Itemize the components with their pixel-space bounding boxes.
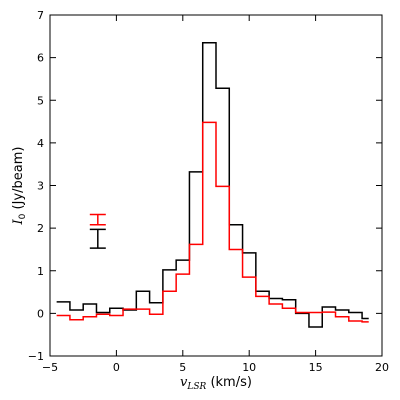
ticks-layer: −5 0 5 10 15 20 −1 0 1 2 3 4 5 6 7	[28, 9, 389, 374]
series-layer	[56, 41, 369, 328]
y-tick-label: 7	[37, 9, 44, 22]
y-tick-label: 5	[37, 94, 44, 107]
x-tick-label: 20	[375, 361, 389, 374]
error-bar-0	[89, 213, 106, 226]
y-tick-label: 1	[37, 265, 44, 278]
y-tick-label: −1	[28, 350, 44, 363]
series-line-1	[56, 121, 369, 323]
y-axis-subscript: 0	[18, 213, 28, 219]
y-tick-label: 2	[37, 222, 44, 235]
errorbar-layer	[89, 213, 106, 249]
y-tick-label: 4	[37, 137, 44, 150]
x-axis-unit: (km/s)	[206, 375, 252, 390]
x-tick-label: 15	[309, 361, 323, 374]
x-tick-label: 5	[179, 361, 186, 374]
y-axis-label: I0 (Jy/beam)	[11, 147, 28, 226]
y-axis-symbol: I	[11, 218, 26, 225]
y-tick-label: 6	[37, 52, 44, 65]
error-bar-1	[89, 228, 106, 249]
y-tick-label: 0	[37, 307, 44, 320]
y-axis-unit: (Jy/beam)	[11, 147, 26, 214]
x-tick-label: −5	[42, 361, 58, 374]
series-line-0	[56, 41, 369, 328]
x-axis-subscript: LSR	[186, 382, 206, 392]
x-tick-label: 0	[113, 361, 120, 374]
x-tick-label: 10	[242, 361, 256, 374]
x-axis-symbol: v	[180, 375, 188, 390]
y-tick-label: 3	[37, 180, 44, 193]
x-axis-label: vLSR (km/s)	[180, 375, 252, 392]
